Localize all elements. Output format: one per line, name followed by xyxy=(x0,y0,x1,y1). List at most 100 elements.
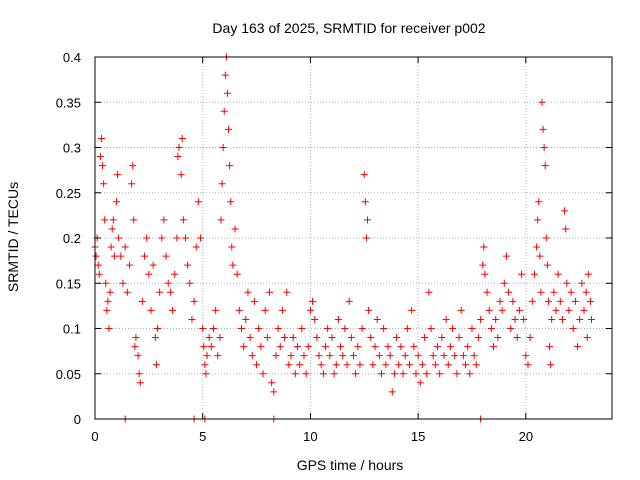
x-axis-label: GPS time / hours xyxy=(297,457,404,473)
point-marker xyxy=(326,352,334,360)
point-marker xyxy=(533,243,541,251)
data-point xyxy=(565,306,573,314)
data-point xyxy=(371,343,379,351)
data-point xyxy=(408,306,416,314)
data-point xyxy=(228,243,236,251)
point-marker xyxy=(511,315,519,323)
point-marker xyxy=(136,379,144,387)
data-point xyxy=(109,216,117,224)
data-point xyxy=(468,325,476,332)
data-point xyxy=(293,343,301,351)
data-point xyxy=(378,370,386,378)
data-point xyxy=(423,370,431,378)
data-point xyxy=(160,216,168,224)
data-point xyxy=(186,279,194,287)
data-point xyxy=(502,252,510,260)
data-point xyxy=(571,297,579,305)
data-point xyxy=(194,198,202,206)
data-point xyxy=(334,315,342,323)
data-points xyxy=(91,53,596,423)
data-point xyxy=(175,144,183,151)
x-tick-label: 5 xyxy=(199,429,206,444)
y-axis-label: SRMTID / TECUs xyxy=(5,182,21,292)
data-point xyxy=(300,352,308,360)
data-point xyxy=(393,334,401,342)
point-marker xyxy=(462,361,470,369)
point-marker xyxy=(567,288,575,296)
data-point xyxy=(324,325,332,332)
point-marker xyxy=(104,297,112,305)
data-point xyxy=(223,89,231,97)
data-point xyxy=(156,288,164,296)
point-marker xyxy=(401,352,409,360)
y-tick-label: 0 xyxy=(74,412,81,427)
data-point xyxy=(580,306,588,314)
point-marker xyxy=(131,343,139,351)
data-point xyxy=(453,370,461,378)
point-marker xyxy=(100,180,108,188)
data-point xyxy=(317,361,325,369)
data-point xyxy=(233,270,241,278)
data-point xyxy=(462,361,470,369)
data-point xyxy=(361,198,369,206)
point-marker xyxy=(115,234,123,242)
data-point xyxy=(270,388,278,396)
data-point xyxy=(128,180,136,188)
point-marker xyxy=(534,216,542,224)
point-marker xyxy=(474,334,482,342)
data-point xyxy=(96,153,104,161)
point-marker xyxy=(143,234,151,242)
point-marker xyxy=(556,297,564,305)
data-point xyxy=(205,334,213,342)
point-marker xyxy=(105,325,113,332)
point-marker xyxy=(128,180,136,188)
data-point xyxy=(289,334,297,342)
point-marker xyxy=(543,261,551,269)
y-tick-label: 0.3 xyxy=(63,141,81,156)
point-marker xyxy=(569,325,577,332)
data-point xyxy=(274,325,282,332)
data-point xyxy=(583,334,591,342)
data-point xyxy=(106,288,114,296)
data-point xyxy=(522,352,530,360)
data-point xyxy=(539,125,547,133)
point-marker xyxy=(186,279,194,287)
y-tick-label: 0.35 xyxy=(56,95,81,110)
data-point xyxy=(164,279,172,287)
data-point xyxy=(588,315,596,323)
point-marker xyxy=(515,306,523,314)
data-point xyxy=(455,334,463,342)
x-tick-label: 15 xyxy=(411,429,425,444)
point-marker xyxy=(494,334,502,342)
point-marker xyxy=(217,216,225,224)
point-marker xyxy=(373,315,381,323)
point-marker xyxy=(119,279,127,287)
data-point xyxy=(259,370,267,378)
data-point xyxy=(276,343,284,351)
data-point xyxy=(235,306,243,314)
data-point xyxy=(188,315,196,323)
point-marker xyxy=(200,343,208,351)
point-marker xyxy=(197,234,205,242)
data-point xyxy=(457,306,465,314)
point-marker xyxy=(306,306,314,314)
point-marker xyxy=(287,352,295,360)
data-point xyxy=(386,352,394,360)
data-point xyxy=(558,315,566,323)
point-marker xyxy=(319,370,327,378)
data-point xyxy=(541,162,549,170)
point-marker xyxy=(153,325,161,332)
point-marker xyxy=(459,352,467,360)
point-marker xyxy=(436,370,444,378)
data-point xyxy=(253,361,261,369)
data-point xyxy=(358,325,366,332)
point-marker xyxy=(219,144,227,151)
point-marker xyxy=(386,352,394,360)
data-point xyxy=(123,288,131,296)
y-tick-label: 0.25 xyxy=(56,186,81,201)
data-point xyxy=(421,334,429,342)
point-marker xyxy=(535,198,543,206)
data-point xyxy=(117,252,125,260)
data-point xyxy=(410,343,418,351)
data-point xyxy=(287,352,295,360)
